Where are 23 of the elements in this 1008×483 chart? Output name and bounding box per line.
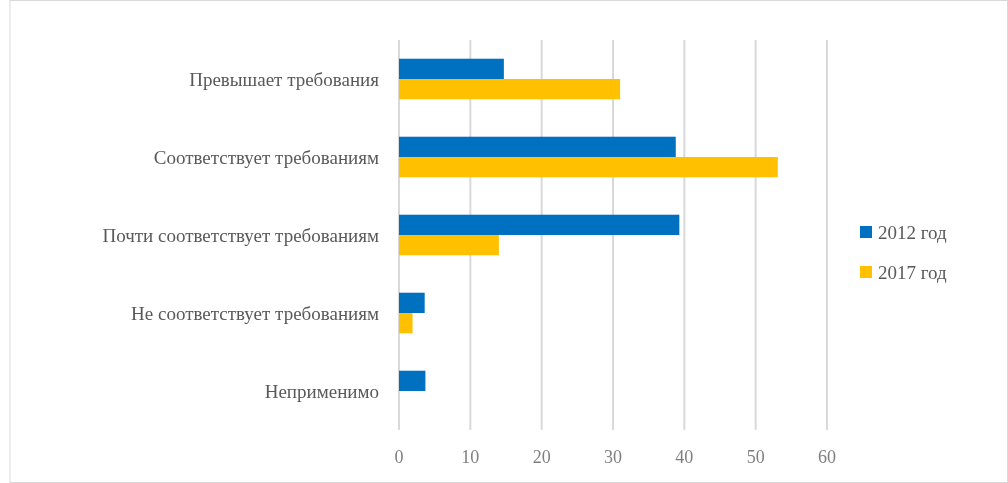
bar [399, 58, 504, 79]
y-tick-label: Почти соответствует требованиям [102, 224, 379, 246]
bar [399, 235, 499, 256]
x-tick-label: 60 [818, 447, 836, 467]
bar [399, 292, 425, 313]
x-tick-label: 20 [532, 447, 551, 467]
bar [399, 157, 778, 178]
bar [399, 79, 621, 100]
bar [399, 370, 426, 391]
x-tick-label: 10 [461, 447, 480, 467]
x-tick-label: 50 [746, 447, 765, 467]
bar [399, 313, 413, 334]
y-tick-label: Неприменимо [264, 380, 379, 402]
x-tick-label: 40 [675, 447, 694, 467]
y-tick-label: Соответствует требованиям [153, 146, 379, 168]
bar [399, 136, 676, 157]
y-tick-label: Не соответствует требованиям [131, 302, 379, 324]
bar [399, 214, 680, 235]
x-tick-label: 0 [394, 447, 404, 467]
legend-label: 2017 год [878, 261, 948, 283]
y-tick-label: Превышает требования [189, 68, 380, 90]
x-tick-label: 30 [604, 447, 622, 467]
legend-label: 2012 год [878, 221, 948, 243]
